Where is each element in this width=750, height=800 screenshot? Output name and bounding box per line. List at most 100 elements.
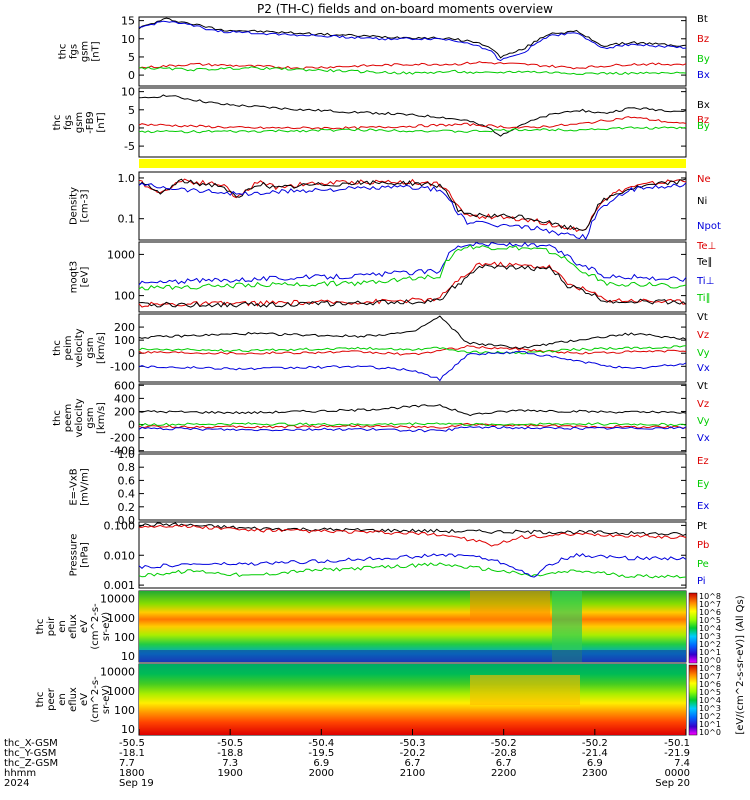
series-line-Vz bbox=[138, 422, 687, 429]
panel-frame bbox=[138, 16, 687, 87]
panel-efield: 0.00.20.40.60.81.0 E=-VxB [mV/m] Ez Ey Ex bbox=[69, 448, 710, 527]
y-axis-label: velocity bbox=[74, 328, 85, 367]
panel-frame bbox=[138, 313, 687, 383]
colorbar-tick-label: 10^0 bbox=[699, 728, 721, 737]
series-line-By bbox=[138, 126, 687, 134]
legend-entry-Pi: Pi bbox=[697, 576, 706, 587]
y-axis-label: [cm-3] bbox=[80, 189, 91, 222]
colorbar-tick-label: 10^2 bbox=[699, 712, 721, 721]
series-line-By bbox=[139, 66, 687, 76]
series-line-Bz bbox=[138, 116, 687, 130]
x-axis-row-label: thc_Z-GSM bbox=[4, 758, 58, 769]
y-axis-label: [km/s] bbox=[96, 332, 107, 364]
y-tick-label: 100 bbox=[114, 631, 135, 644]
panel-frame bbox=[138, 453, 687, 521]
y-axis-label: [mV/m] bbox=[80, 468, 91, 506]
y-tick-label: 0 bbox=[128, 69, 135, 82]
y-axis-label: Density bbox=[69, 187, 80, 225]
legend-entry-Ey: Ey bbox=[697, 479, 709, 490]
series-line-Vz bbox=[138, 344, 687, 356]
y-tick-label: 0.8 bbox=[118, 461, 136, 474]
y-axis-label: -FB9 bbox=[85, 111, 96, 134]
series-line-Vx bbox=[138, 426, 687, 433]
legend-entry-Vy: Vy bbox=[697, 348, 710, 359]
y-axis-label: fgs bbox=[63, 115, 74, 130]
x-axis-value: -50.2 bbox=[582, 738, 608, 749]
x-axis-value: 6.7 bbox=[405, 758, 421, 769]
x-axis-value: 1900 bbox=[217, 768, 242, 779]
y-tick-label: 1.0 bbox=[118, 172, 136, 185]
series-line-Pe bbox=[138, 562, 687, 579]
x-axis-value: Sep 19 bbox=[119, 778, 154, 789]
y-tick-label: 200 bbox=[114, 321, 135, 334]
y-axis-label: eflux bbox=[68, 687, 79, 712]
x-axis-value: -21.9 bbox=[664, 748, 690, 759]
series-line-Vt bbox=[138, 315, 687, 350]
legend-entry-Vt: Vt bbox=[697, 312, 708, 323]
panel-density: 0.1 1.0 Density [cm-3] Ne Ni Npot bbox=[69, 171, 721, 241]
x-axis-value: -20.8 bbox=[491, 748, 517, 759]
y-tick-label: 0 bbox=[128, 347, 135, 360]
x-axis-row-label: thc_Y-GSM bbox=[4, 748, 56, 759]
legend-entry-Ti∥: Ti∥ bbox=[696, 293, 711, 304]
legend-entry-Vt: Vt bbox=[697, 381, 708, 392]
legend-entry-Ex: Ex bbox=[697, 501, 709, 512]
y-axis-label: [nT] bbox=[96, 112, 107, 132]
colorbar-tick-label: 10^4 bbox=[699, 696, 721, 705]
colorbar-tick-label: 10^1 bbox=[699, 648, 721, 657]
legend-entry-Vx: Vx bbox=[697, 433, 710, 444]
colorbar-tick-label: 10^3 bbox=[699, 632, 721, 641]
x-axis-value: -19.5 bbox=[308, 748, 334, 759]
colorbar-tick-label: 10^5 bbox=[699, 616, 721, 625]
colorbar-tick-label: 10^7 bbox=[699, 600, 721, 609]
series-line-Ti⊥ bbox=[138, 241, 687, 286]
series-line-Vy bbox=[138, 422, 687, 427]
y-tick-label: 0.0 bbox=[118, 514, 136, 527]
y-axis-label: eV bbox=[79, 620, 90, 633]
legend-entry-Bz: Bz bbox=[697, 115, 709, 126]
x-axis-value: -50.5 bbox=[119, 738, 145, 749]
panel-frame bbox=[138, 241, 687, 313]
x-axis-value: 7.7 bbox=[119, 758, 135, 769]
y-tick-label: 0 bbox=[128, 122, 135, 135]
spectrograms bbox=[139, 591, 686, 735]
series-line-Bx bbox=[138, 20, 687, 62]
y-axis-label: sr-eV) bbox=[101, 612, 112, 641]
legend-entry-Bx: Bx bbox=[697, 100, 710, 111]
x-axis-value: 6.9 bbox=[587, 758, 603, 769]
x-axis-value: 2300 bbox=[582, 768, 607, 779]
y-axis-label: [km/s] bbox=[96, 402, 107, 434]
y-tick-label: 1000 bbox=[107, 248, 135, 261]
colorbar-tick-label: 10^1 bbox=[699, 720, 721, 729]
x-axis-value: -20.2 bbox=[400, 748, 426, 759]
colorbar-tick-label: 10^2 bbox=[699, 640, 721, 649]
y-axis-label: (cm^2-s- bbox=[90, 603, 101, 650]
y-axis-label: gsm bbox=[85, 337, 96, 358]
status-bar bbox=[139, 159, 686, 168]
legend-entry-Vy: Vy bbox=[697, 416, 710, 427]
y-axis-label: [eV] bbox=[80, 267, 91, 288]
x-axis-row-label: thc_X-GSM bbox=[4, 738, 58, 749]
y-tick-label: 400 bbox=[114, 392, 135, 405]
x-axis-value: -50.3 bbox=[400, 738, 426, 749]
y-axis-label: gsm bbox=[74, 112, 85, 133]
colorbar-tick-label: 10^6 bbox=[699, 680, 721, 689]
y-tick-label: 5 bbox=[128, 51, 135, 64]
y-axis-label: moqt3 bbox=[69, 261, 80, 294]
y-axis-label: thc bbox=[35, 619, 46, 635]
x-axis-value: 2000 bbox=[309, 768, 334, 779]
y-tick-label: 1000 bbox=[107, 685, 135, 698]
y-tick-label: 0.010 bbox=[104, 549, 136, 562]
colorbar-tick-label: 10^6 bbox=[699, 608, 721, 617]
legend-entry-Bz: Bz bbox=[697, 34, 709, 45]
y-tick-label: 600 bbox=[114, 379, 135, 392]
colorbar-tick-label: 10^5 bbox=[699, 688, 721, 697]
colorbar-tick-label: 10^4 bbox=[699, 624, 721, 633]
y-axis-label: en bbox=[57, 620, 68, 633]
y-axis-label: thc bbox=[35, 692, 46, 708]
series-line-Bt bbox=[138, 17, 687, 59]
x-axis-value: 2200 bbox=[491, 768, 516, 779]
